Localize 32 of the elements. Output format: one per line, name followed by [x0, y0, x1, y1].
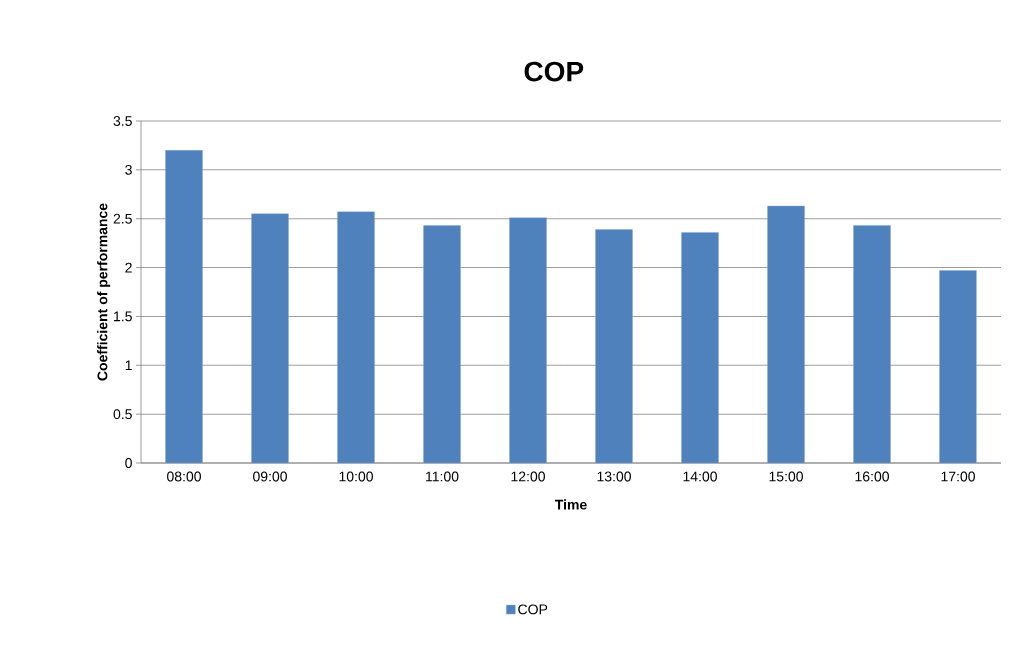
x-tick-label: 09:00	[253, 471, 287, 482]
x-tick-label: 15:00	[769, 471, 803, 482]
x-tick-label: 11:00	[426, 471, 459, 482]
y-tick-label: 2	[125, 262, 132, 273]
bar	[681, 232, 719, 463]
y-tick-label: 3	[125, 164, 132, 175]
y-axis-title: Coefficient of performance	[97, 203, 111, 381]
bar	[767, 205, 805, 463]
y-tick-label: 0.5	[113, 409, 132, 420]
chart-title: COP	[524, 61, 584, 82]
x-axis-title: Time	[554, 499, 587, 510]
x-tick-label: 12:00	[511, 471, 545, 482]
y-tick-label: 2.5	[113, 213, 132, 224]
bar	[423, 225, 461, 463]
y-tick-label: 1.5	[114, 311, 132, 322]
y-tick-label: 1	[125, 360, 132, 371]
x-tick-label: 17:00	[941, 471, 975, 482]
legend-label: COP	[518, 604, 548, 615]
bar	[251, 213, 289, 463]
y-tick-label: 0	[125, 458, 132, 468]
x-tick-label: 08:00	[167, 471, 201, 482]
bar	[509, 217, 547, 463]
x-tick-label: 10:00	[339, 471, 373, 482]
bar	[337, 211, 375, 463]
bar	[165, 150, 203, 463]
bar	[939, 270, 977, 463]
bar	[853, 225, 891, 463]
x-tick-label: 13:00	[597, 471, 631, 482]
bar	[595, 229, 633, 463]
x-tick-label: 16:00	[855, 471, 889, 482]
x-tick-label: 14:00	[683, 471, 717, 482]
y-tick-label: 3.5	[113, 116, 132, 126]
